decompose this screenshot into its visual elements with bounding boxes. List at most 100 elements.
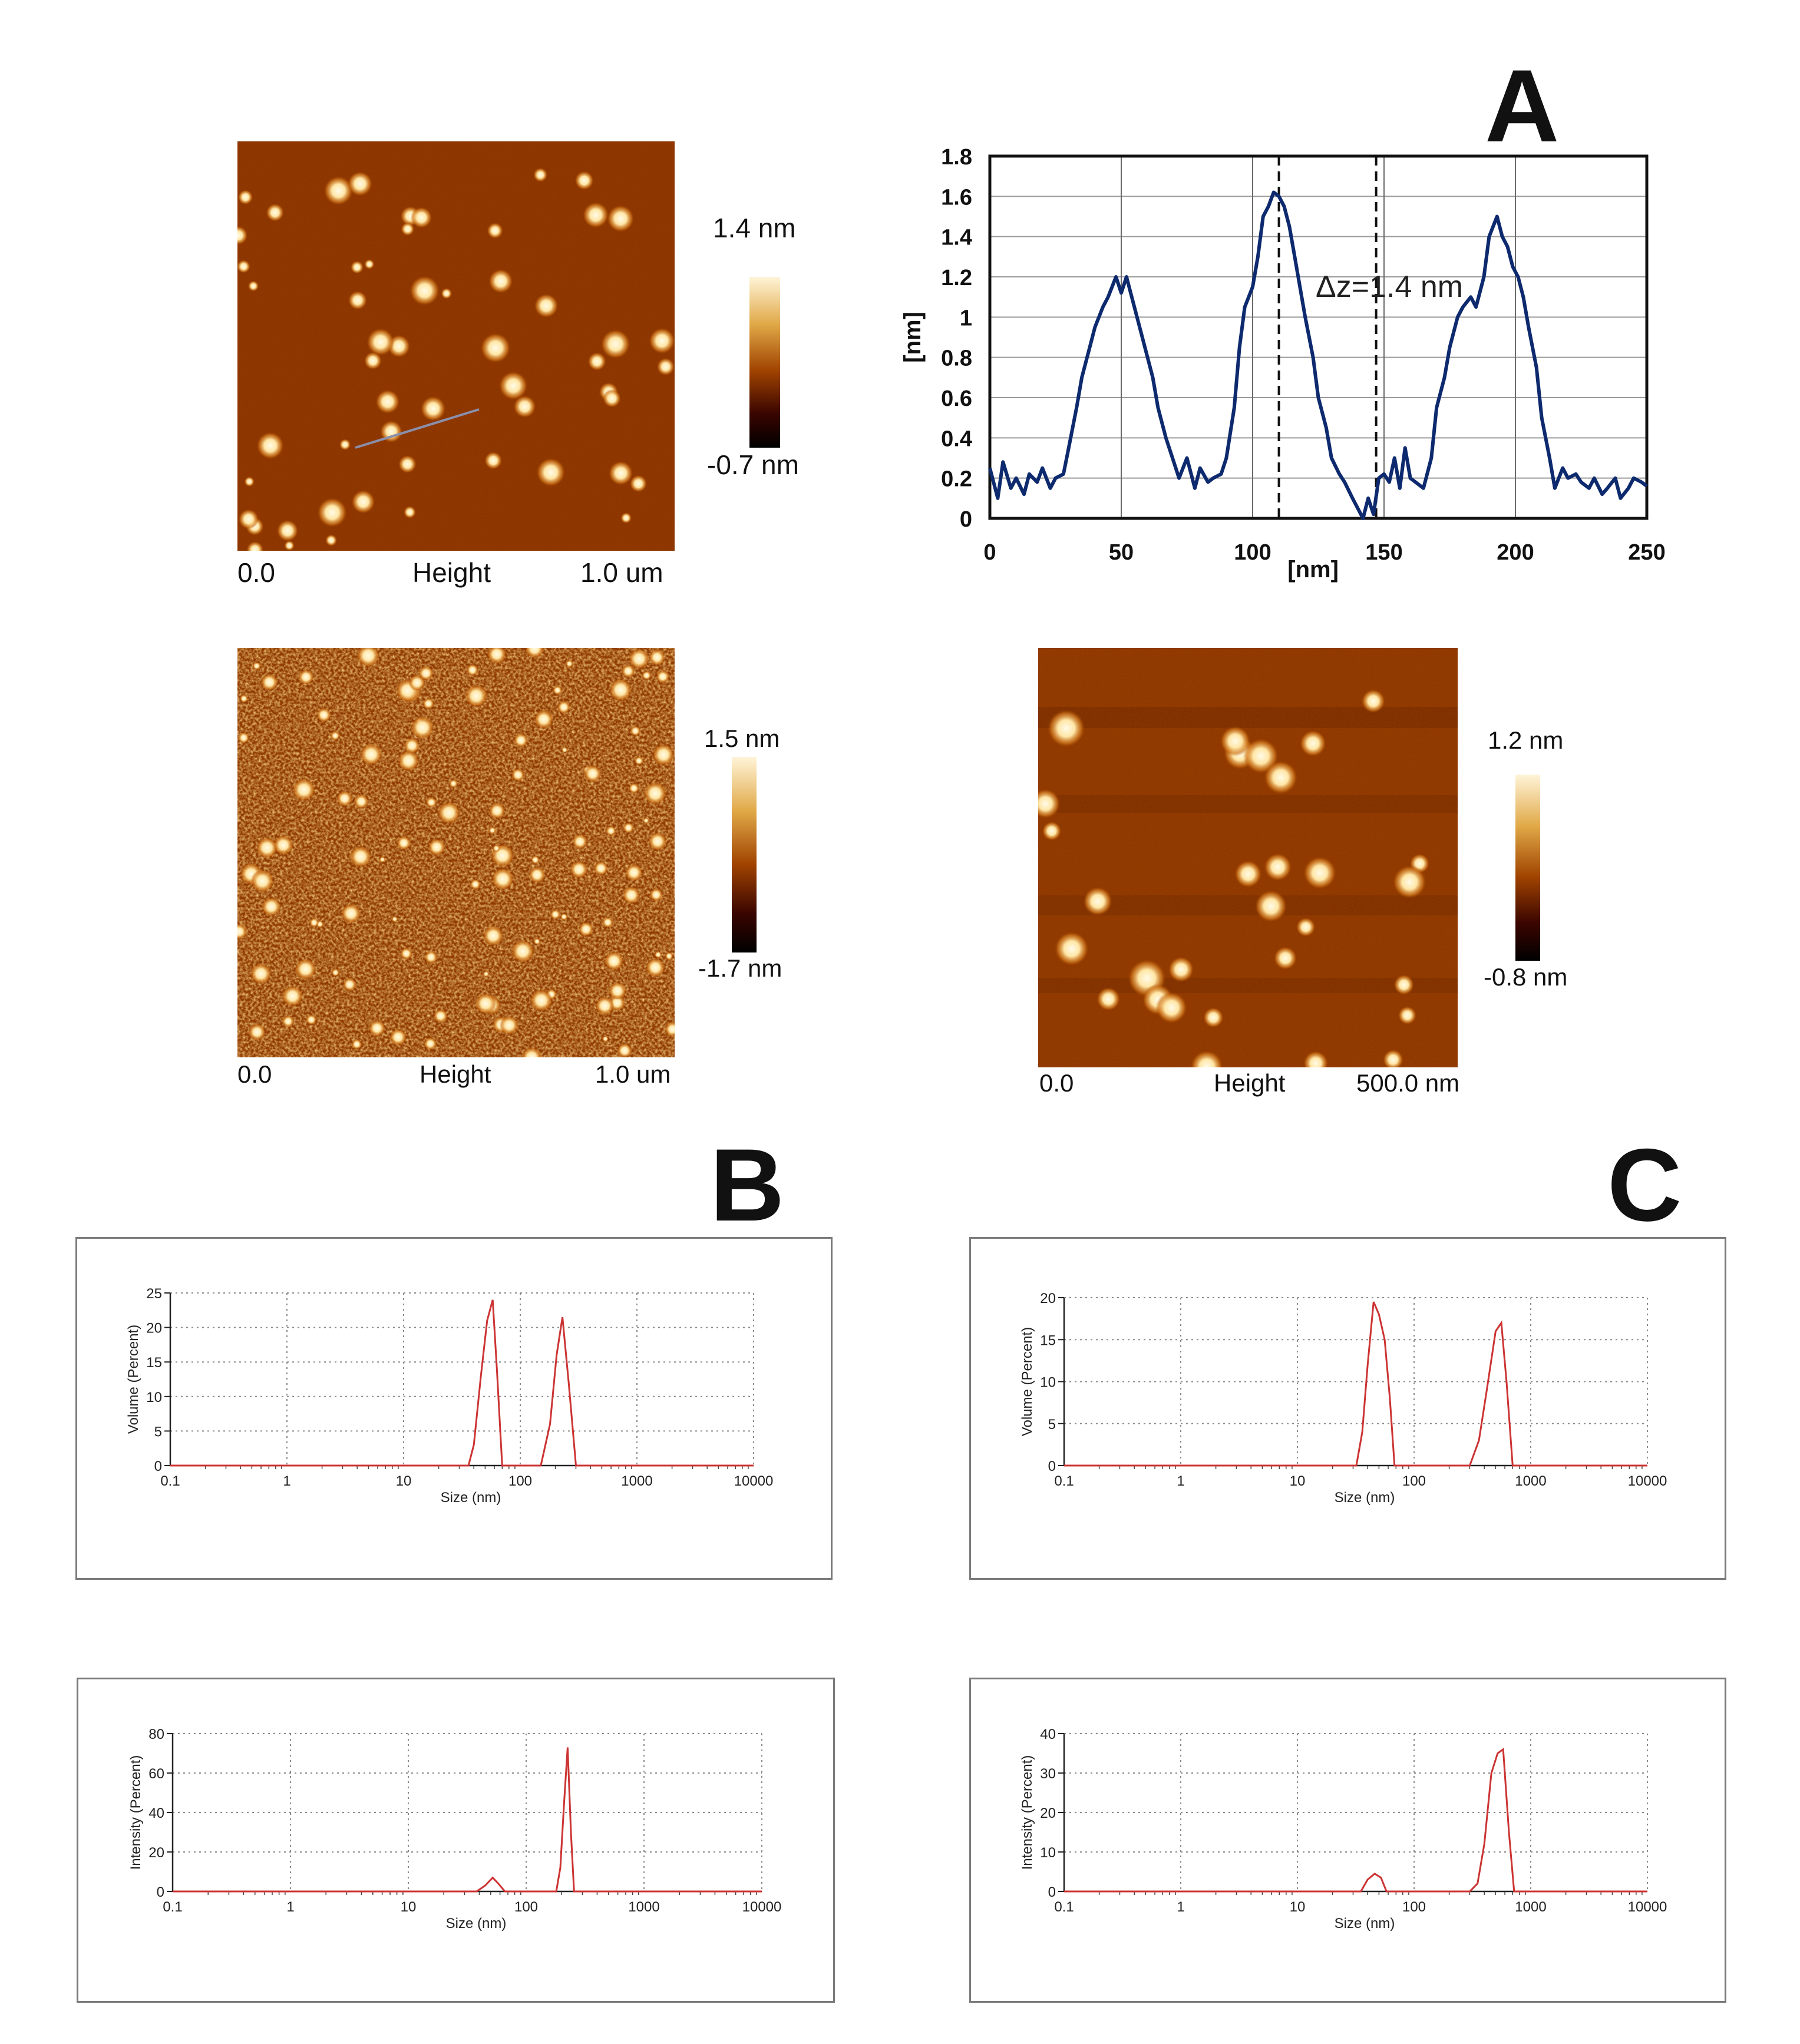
x-axis-label: Size (nm) xyxy=(1335,1490,1395,1506)
dls-c-volume-box: 0 5 10 15 20 0.1 1 10 100 1000 10000 Size (nm) Volum… xyxy=(969,1237,1726,1580)
afm2-colorbar xyxy=(732,757,757,952)
afm-particle xyxy=(649,888,663,902)
afm-particle xyxy=(1243,738,1279,774)
afm-particle xyxy=(411,716,434,739)
afm-particle xyxy=(276,520,299,542)
afm-particle xyxy=(534,709,553,729)
afm-image-2 xyxy=(237,648,675,1057)
x-tick-label: 10 xyxy=(401,1899,417,1915)
afm-particle xyxy=(1398,1006,1416,1025)
afm-particle xyxy=(248,1023,266,1041)
x-tick-label: 10000 xyxy=(1628,1473,1667,1489)
afm-particle xyxy=(397,836,411,850)
panel-label-b: B xyxy=(710,1128,785,1243)
afm2-x-start: 0.0 xyxy=(237,1060,272,1088)
x-tick-label: 100 xyxy=(514,1899,538,1915)
afm1-x-start: 0.0 xyxy=(237,557,275,588)
afm-particle xyxy=(500,1016,519,1035)
afm-particle xyxy=(262,897,281,917)
afm-particle xyxy=(240,694,248,703)
afm-particle xyxy=(284,540,295,551)
afm-particle xyxy=(237,924,247,940)
afm-particle xyxy=(530,989,553,1012)
afm-particle xyxy=(398,750,420,772)
afm-particle xyxy=(655,951,662,958)
afm-particle xyxy=(629,648,650,670)
dls-b-volume-chart: 0 5 10 15 20 25 0.1 1 10 100 1000 10000 Size (nm) Vol… xyxy=(125,1286,773,1506)
afm-particle xyxy=(1096,987,1121,1011)
x-tick-label: 10 xyxy=(1290,1473,1306,1489)
x-tick-label: 1 xyxy=(1177,1899,1184,1915)
y-tick-label: 1 xyxy=(960,306,972,330)
afm-particle xyxy=(617,1043,632,1057)
afm-particle xyxy=(593,861,609,876)
afm-particle xyxy=(602,1036,609,1042)
afm-particle xyxy=(306,1014,317,1026)
afm-particle xyxy=(656,670,670,683)
afm-particle xyxy=(529,866,546,884)
afm3-colorbar xyxy=(1515,775,1540,961)
afm-particle xyxy=(250,963,272,984)
afm-particle xyxy=(273,835,293,855)
afm-particle xyxy=(426,797,437,808)
afm-particle xyxy=(1220,726,1251,756)
y-tick-label: 1.2 xyxy=(941,266,972,290)
afm-particle xyxy=(652,743,675,766)
afm-particle xyxy=(649,649,666,666)
x-tick-label: 100 xyxy=(1234,540,1271,565)
afm3-x-end: 500.0 nm xyxy=(1356,1069,1460,1097)
afm-particle xyxy=(587,352,606,371)
y-tick-label: 0.6 xyxy=(941,386,972,411)
y-tick-label: 10 xyxy=(1040,1845,1056,1861)
afm-particle xyxy=(572,834,588,849)
afm-particle xyxy=(348,171,372,196)
afm-particle xyxy=(488,802,506,819)
afm-particle xyxy=(238,190,253,205)
afm-particle xyxy=(351,489,375,514)
afm2-scale-max: 1.5 nm xyxy=(704,725,780,752)
y-tick-label: 0 xyxy=(157,1884,164,1900)
afm-particle xyxy=(620,512,632,524)
afm-particle xyxy=(604,951,624,971)
afm-particle xyxy=(433,1008,448,1023)
afm-particle xyxy=(534,293,559,318)
afm-particle xyxy=(256,837,278,859)
afm-particles-1 xyxy=(237,167,675,551)
afm-particle xyxy=(1393,974,1414,995)
afm-particle xyxy=(260,673,278,691)
afm-particle xyxy=(424,950,438,964)
afm-particle xyxy=(533,938,541,945)
y-tick-label: 1.8 xyxy=(941,145,972,170)
afm-particle xyxy=(1303,1051,1328,1067)
dls-b-intensity-chart: 0 20 40 60 80 0.1 1 10 100 1000 10000 Size (nm) Inte… xyxy=(128,1727,781,1931)
afm-particle xyxy=(1254,890,1287,922)
x-tick-label: 100 xyxy=(508,1473,532,1489)
afm-particle xyxy=(364,352,382,370)
x-tick-label: 100 xyxy=(1402,1473,1426,1489)
afm-particle xyxy=(389,1028,407,1046)
afm-particle xyxy=(487,648,507,664)
y-axis-label: Intensity (Percent) xyxy=(1019,1755,1035,1870)
afm-particle xyxy=(252,662,261,670)
afm-particle xyxy=(484,451,503,469)
afm-particle xyxy=(339,439,351,451)
afm-particle xyxy=(608,982,627,1000)
y-tick-label: 15 xyxy=(1040,1332,1056,1348)
afm-particle xyxy=(562,747,568,753)
afm-particle xyxy=(584,765,602,783)
afm2-scale-min: -1.7 nm xyxy=(698,954,782,982)
afm-particle xyxy=(332,968,339,977)
afm-particle xyxy=(646,958,665,977)
afm-particle xyxy=(470,879,481,890)
afm-particle xyxy=(364,259,375,269)
afm3-x-label: Height xyxy=(1214,1069,1286,1097)
afm-particle xyxy=(488,826,496,834)
afm-particle xyxy=(398,455,417,474)
afm-particle xyxy=(1264,853,1292,881)
y-axis-label: Volume (Percent) xyxy=(125,1325,141,1434)
afm-particle xyxy=(348,290,367,310)
afm-particle xyxy=(536,458,566,487)
afm-particle xyxy=(625,864,643,881)
x-tick-label: 10000 xyxy=(1628,1899,1667,1915)
afm-particle xyxy=(428,838,445,856)
